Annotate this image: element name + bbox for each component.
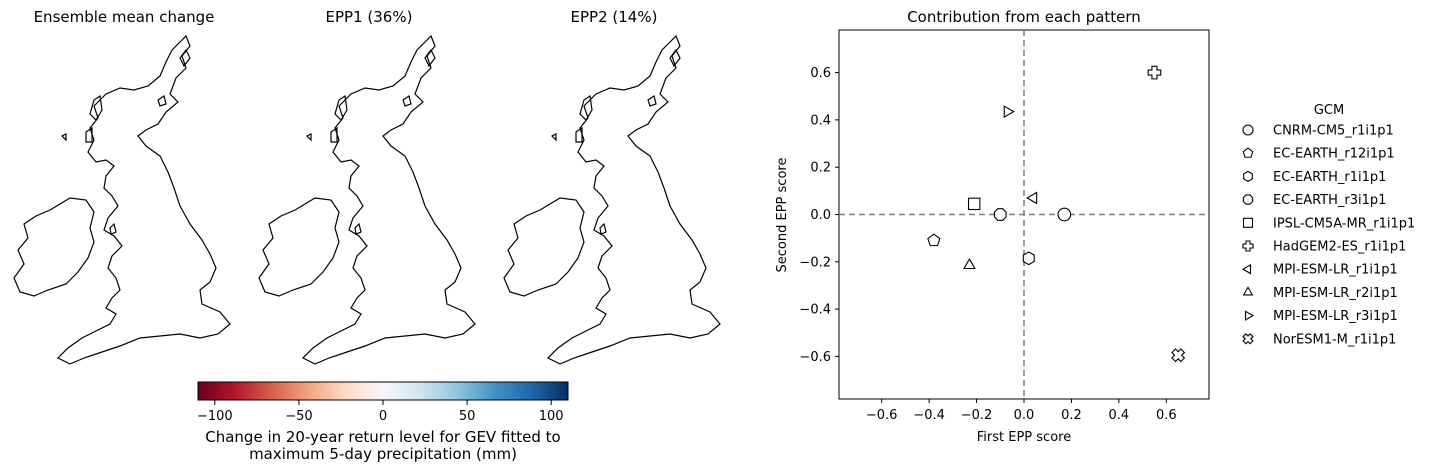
y-axis-label: Second EPP score — [775, 158, 790, 273]
legend-label: IPSL-CM5A-MR_r1i1p1 — [1273, 216, 1415, 231]
colorbar-label-line1: Change in 20-year return level for GEV f… — [205, 428, 561, 446]
point-ec-earth-r1i1p1 — [1022, 251, 1035, 266]
y-tick-label: 0.6 — [810, 66, 831, 81]
legend-label: EC-EARTH_r1i1p1 — [1273, 170, 1386, 185]
legend-marker — [1244, 310, 1255, 321]
point-mpi-esm-lr-r1i1p1 — [1026, 191, 1038, 205]
y-tick-label: −0.6 — [799, 350, 831, 365]
colorbar-ticks: −100 −50 0 50 100 — [197, 400, 564, 424]
colorbar-tick-label: 0 — [379, 409, 387, 424]
legend-marker — [1242, 240, 1254, 252]
legend-marker — [1242, 286, 1254, 296]
legend: GCM CNRM-CM5_r1i1p1 EC-EARTH_r12i1p1 EC-EA… — [1241, 103, 1415, 347]
colorbar-bar — [197, 381, 569, 401]
x-axis-ticks: −0.6 −0.4 −0.2 0.0 0.2 0.4 0.6 — [866, 399, 1177, 423]
colorbar-tick-label: 50 — [459, 409, 476, 424]
colorbar: −100 −50 0 50 100 Change in 20-year return l… — [197, 381, 569, 463]
point-ipsl-cm5a-mr-r1i1p1 — [967, 197, 981, 211]
y-tick-label: −0.4 — [799, 303, 831, 318]
point-ec-earth-r3i1p1 — [993, 208, 1007, 221]
y-tick-label: 0.2 — [810, 161, 831, 176]
legend-marker — [1242, 124, 1254, 136]
x-tick-label: −0.4 — [913, 408, 945, 423]
map-field — [259, 36, 475, 364]
point-mpi-esm-lr-r2i1p1 — [963, 257, 976, 270]
map-field — [504, 36, 720, 364]
map-ensemble-mean — [13, 35, 231, 365]
point-hadgem2-es-r1i1p1 — [1147, 65, 1162, 80]
legend-title: GCM — [1314, 103, 1344, 118]
x-tick-label: 0.0 — [1014, 408, 1035, 423]
y-tick-label: 0.0 — [810, 208, 831, 223]
x-tick-label: 0.2 — [1061, 408, 1082, 423]
y-tick-label: 0.4 — [810, 113, 831, 128]
coastline — [258, 35, 476, 365]
point-cnrm-cm5-r1i1p1 — [1057, 207, 1072, 222]
coastline — [13, 35, 231, 365]
legend-label: CNRM-CM5_r1i1p1 — [1273, 124, 1394, 139]
x-tick-label: −0.2 — [961, 408, 993, 423]
point-noresm1-m-r1i1p1 — [1171, 348, 1186, 363]
point-mpi-esm-lr-r3i1p1 — [1003, 105, 1015, 119]
scatter-plot: Contribution from each pattern −0.6 −0.4−… — [775, 8, 1210, 445]
data-points — [927, 65, 1186, 363]
scatter-title: Contribution from each pattern — [907, 8, 1141, 26]
legend-marker — [1242, 217, 1254, 228]
map-epp1 — [258, 35, 476, 365]
map-title-epp2: EPP2 (14%) — [571, 8, 658, 26]
map-epp2 — [503, 35, 721, 365]
legend-marker — [1242, 333, 1254, 345]
legend-label: HadGEM2-ES_r1i1p1 — [1273, 240, 1406, 255]
colorbar-tick-label: 100 — [539, 409, 564, 424]
x-tick-label: 0.6 — [1156, 408, 1177, 423]
legend-label: MPI-ESM-LR_r1i1p1 — [1273, 263, 1398, 278]
y-tick-label: −0.2 — [799, 255, 831, 270]
colorbar-label-line2: maximum 5-day precipitation (mm) — [249, 445, 517, 463]
colorbar-tick-label: −100 — [197, 409, 233, 424]
coastline — [503, 35, 721, 365]
x-axis-label: First EPP score — [977, 430, 1071, 445]
map-field — [14, 36, 230, 364]
legend-label: EC-EARTH_r12i1p1 — [1273, 147, 1395, 162]
legend-label: EC-EARTH_r3i1p1 — [1273, 193, 1386, 208]
x-tick-label: 0.4 — [1109, 408, 1130, 423]
legend-marker — [1242, 147, 1254, 158]
map-title-epp1: EPP1 (36%) — [326, 8, 413, 26]
legend-label: NorESM1-M_r1i1p1 — [1273, 332, 1396, 347]
y-axis-ticks: −0.6 −0.4 −0.2 0.0 0.2 0.4 0.6 — [799, 66, 839, 365]
colorbar-tick-label: −50 — [285, 409, 312, 424]
legend-label: MPI-ESM-LR_r3i1p1 — [1273, 309, 1398, 324]
legend-items: CNRM-CM5_r1i1p1 EC-EARTH_r12i1p1 EC-EARTH_… — [1241, 124, 1415, 347]
legend-marker — [1243, 170, 1253, 183]
x-tick-label: −0.6 — [866, 408, 898, 423]
reference-lines — [839, 30, 1209, 399]
map-title-ensemble-mean: Ensemble mean change — [34, 8, 215, 26]
legend-marker — [1241, 263, 1252, 275]
point-ec-earth-r12i1p1 — [927, 233, 941, 247]
legend-label: MPI-ESM-LR_r2i1p1 — [1273, 286, 1398, 301]
legend-marker — [1242, 194, 1254, 205]
